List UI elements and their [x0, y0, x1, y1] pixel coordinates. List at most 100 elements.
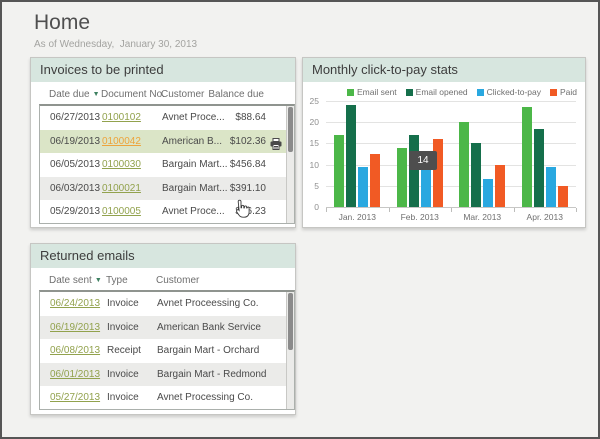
page-subtitle: As of Wednesday, January 30, 2013	[34, 39, 198, 50]
returned-date-link[interactable]: 06/19/2013	[50, 321, 101, 333]
chart-legend: Email sent Email opened Clicked-to-pay Paid	[346, 87, 577, 97]
column-header-customer[interactable]: Customer	[161, 89, 205, 100]
invoice-date-due: 06/27/2013	[50, 112, 101, 123]
bar-group	[451, 101, 514, 207]
returned-email-row[interactable]: 06/19/2013 Invoice American Bank Service	[40, 315, 287, 340]
returned-email-row[interactable]: 06/24/2013 Invoice Avnet Proceessing Co.	[40, 292, 287, 316]
bars-row	[326, 101, 576, 207]
returned-date-link[interactable]: 05/27/2013	[50, 392, 101, 404]
y-axis-tick-label: 0	[314, 202, 319, 212]
chart-bar-email-sent[interactable]	[459, 122, 470, 207]
click-to-pay-stats-panel: Monthly click-to-pay stats Email sent Ema…	[302, 57, 586, 228]
invoices-table: 06/27/2013 0100102 Avnet Proce... $88.64…	[39, 104, 295, 224]
chart-bar-email-opened[interactable]	[533, 128, 544, 207]
returned-date-link[interactable]: 06/24/2013	[50, 298, 101, 309]
returned-customer: American Bank Service	[157, 321, 261, 333]
invoice-document-link[interactable]: 0100030	[102, 159, 141, 171]
invoice-row[interactable]: 05/29/2013 0100005 Avnet Proce... $76.23	[40, 200, 287, 223]
gridline	[326, 143, 576, 145]
column-header-date-due[interactable]: Date due ▼	[49, 89, 100, 100]
gridline	[326, 207, 576, 208]
invoice-row[interactable]: 06/19/2013 0100042 American B... $102.36	[40, 129, 287, 154]
invoice-balance-due: $76.23	[235, 206, 266, 218]
returned-email-row[interactable]: 05/27/2013 Invoice Avnet Processing Co.	[40, 386, 287, 409]
legend-swatch-icon	[476, 88, 484, 96]
returned-date-link[interactable]: 06/01/2013	[50, 368, 101, 380]
x-axis-labels: Jan. 2013 Feb. 2013 Mar. 2013 Apr. 2013	[326, 212, 576, 222]
chart-bar-email-opened[interactable]	[471, 143, 482, 207]
returned-date-link[interactable]: 06/08/2013	[50, 345, 101, 357]
invoice-row[interactable]: 06/27/2013 0100102 Avnet Proce... $88.64	[40, 106, 287, 130]
returned-type: Invoice	[107, 298, 139, 309]
column-header-balance-due[interactable]: Balance due	[208, 89, 264, 100]
gridline	[326, 164, 576, 166]
invoice-row[interactable]: 06/05/2013 0100030 Bargain Mart... $456.…	[40, 153, 287, 177]
returned-customer: Avnet Processing Co.	[157, 392, 253, 404]
x-axis-label: Jan. 2013	[338, 212, 376, 222]
invoice-customer: Avnet Proce...	[162, 206, 225, 218]
y-axis-tick-label: 25	[309, 96, 319, 106]
chart-bar-email-sent[interactable]	[396, 147, 407, 207]
invoice-date-due: 06/05/2013	[50, 159, 101, 171]
returned-type: Invoice	[107, 392, 139, 404]
column-header-date-sent[interactable]: Date sent ▼	[49, 275, 102, 286]
chart-bar-paid[interactable]	[557, 185, 568, 207]
column-header-label: Date sent	[49, 275, 92, 286]
invoice-customer: Avnet Proce...	[162, 112, 225, 123]
y-axis-tick-label: 5	[314, 180, 319, 191]
legend-label: Email sent	[356, 87, 397, 97]
x-axis-label: Apr. 2013	[526, 212, 563, 222]
legend-label: Paid	[559, 87, 577, 97]
returned-emails-panel: Returned emails Date sent ▼ Type Customer…	[30, 243, 296, 415]
invoices-scrollbar-thumb[interactable]	[288, 107, 293, 152]
column-header-customer[interactable]: Customer	[156, 275, 200, 286]
invoice-document-link[interactable]: 0100005	[102, 206, 141, 218]
chart-bar-clicked-to-pay[interactable]	[420, 164, 431, 207]
legend-swatch-icon	[346, 88, 354, 96]
y-axis-tick-label: 15	[309, 138, 319, 149]
y-axis-tick-label: 10	[309, 159, 319, 170]
invoice-document-link[interactable]: 0100021	[102, 182, 141, 194]
invoice-row[interactable]: 06/03/2013 0100021 Bargain Mart... $391.…	[40, 176, 287, 201]
chart-bar-email-sent[interactable]	[521, 107, 532, 207]
invoice-date-due: 06/03/2013	[50, 182, 101, 194]
page-title: Home	[34, 11, 91, 34]
invoice-document-link[interactable]: 0100102	[102, 112, 141, 123]
chart-panel-title: Monthly click-to-pay stats	[303, 58, 585, 82]
column-header-type[interactable]: Type	[106, 275, 128, 286]
column-header-document-no[interactable]: Document No.	[101, 89, 165, 100]
x-axis-tick	[513, 208, 515, 212]
chart-bar-email-opened[interactable]	[346, 105, 357, 207]
chart-bar-clicked-to-pay[interactable]	[545, 166, 556, 207]
returned-type: Invoice	[107, 368, 139, 380]
invoice-customer: Bargain Mart...	[162, 159, 228, 171]
returned-email-row[interactable]: 06/01/2013 Invoice Bargain Mart - Redmon…	[40, 362, 287, 387]
invoices-scrollbar-track[interactable]	[286, 106, 294, 223]
x-axis-label: Feb. 2013	[400, 212, 439, 222]
returned-customer: Bargain Mart - Redmond	[157, 368, 267, 380]
chart-bar-paid[interactable]	[370, 154, 381, 207]
chart-bar-clicked-to-pay[interactable]	[483, 179, 494, 207]
gridline	[326, 185, 576, 187]
legend-swatch-icon	[549, 88, 557, 96]
x-axis-tick	[388, 208, 390, 212]
chart-bar-clicked-to-pay[interactable]	[358, 166, 369, 207]
invoice-date-due: 05/29/2013	[50, 206, 101, 218]
bar-group	[514, 101, 577, 207]
chart-tooltip: 14	[409, 151, 437, 170]
invoice-document-link[interactable]: 0100042	[102, 135, 141, 147]
returned-email-row[interactable]: 06/08/2013 Receipt Bargain Mart - Orchar…	[40, 339, 287, 363]
invoice-customer: Bargain Mart...	[162, 182, 228, 194]
chart-bar-email-opened[interactable]	[408, 134, 419, 207]
chart-bar-email-sent[interactable]	[334, 134, 345, 207]
chart-bar-paid[interactable]	[495, 164, 506, 207]
x-axis-label: Mar. 2013	[463, 212, 502, 222]
printer-icon[interactable]	[270, 136, 282, 160]
chart-bar-paid[interactable]	[432, 139, 443, 207]
returned-type: Receipt	[107, 345, 141, 357]
returned-scrollbar-thumb[interactable]	[288, 293, 293, 350]
legend-item: Clicked-to-pay	[476, 87, 541, 97]
returned-scrollbar-track[interactable]	[286, 292, 294, 409]
page-header: Home As of Wednesday, January 30, 2013	[34, 11, 197, 50]
legend-item: Email opened	[405, 87, 468, 97]
